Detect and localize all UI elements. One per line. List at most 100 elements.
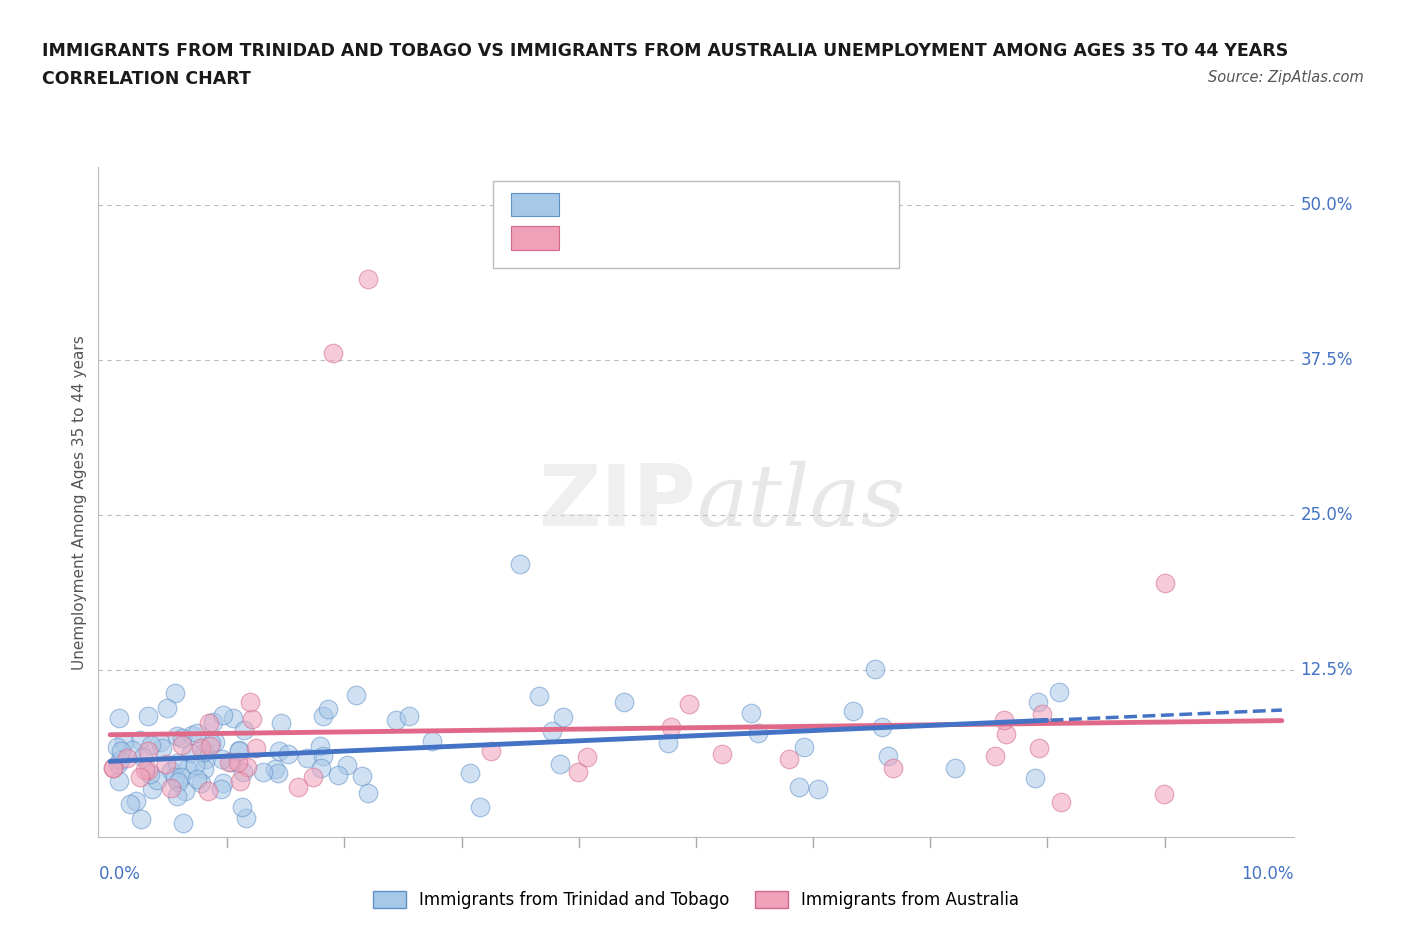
Point bbox=[228, 774, 250, 789]
Point bbox=[160, 764, 183, 778]
Point bbox=[160, 781, 183, 796]
Point bbox=[468, 799, 491, 814]
Text: 12.5%: 12.5% bbox=[1301, 660, 1353, 679]
Point bbox=[877, 748, 900, 763]
Point bbox=[420, 734, 443, 749]
Point bbox=[108, 711, 131, 725]
Text: N = 42: N = 42 bbox=[749, 229, 813, 246]
Point bbox=[190, 776, 212, 790]
Point bbox=[200, 736, 222, 751]
Point bbox=[219, 754, 242, 769]
Point bbox=[240, 712, 263, 727]
Point bbox=[149, 735, 172, 750]
Point bbox=[1049, 795, 1071, 810]
Point bbox=[350, 768, 373, 783]
Point bbox=[201, 715, 224, 730]
Point bbox=[172, 731, 194, 746]
Point bbox=[156, 701, 179, 716]
Point bbox=[228, 744, 250, 759]
Point bbox=[176, 762, 198, 777]
Point bbox=[112, 735, 135, 750]
Point bbox=[134, 763, 156, 777]
Point bbox=[335, 758, 357, 773]
Point bbox=[527, 689, 550, 704]
Point bbox=[548, 756, 571, 771]
Point bbox=[211, 776, 233, 790]
Text: 0.0%: 0.0% bbox=[98, 865, 141, 883]
Point bbox=[110, 744, 132, 759]
Point bbox=[180, 727, 202, 742]
Text: ZIP: ZIP bbox=[538, 460, 696, 544]
Point bbox=[277, 747, 299, 762]
Point bbox=[186, 771, 208, 786]
Point bbox=[245, 740, 267, 755]
Point bbox=[882, 760, 904, 775]
Text: R = 0.228: R = 0.228 bbox=[582, 195, 666, 213]
Point bbox=[118, 797, 141, 812]
Point bbox=[747, 726, 769, 741]
Point bbox=[309, 738, 332, 753]
Point bbox=[236, 760, 259, 775]
Text: R = 0.230: R = 0.230 bbox=[582, 229, 666, 246]
Point bbox=[1028, 740, 1050, 755]
Point bbox=[357, 272, 380, 286]
Point bbox=[105, 740, 128, 755]
Point bbox=[138, 709, 160, 724]
Point bbox=[131, 812, 153, 827]
Point bbox=[316, 702, 339, 717]
Point bbox=[198, 738, 221, 753]
Point bbox=[239, 695, 262, 710]
Point bbox=[479, 743, 502, 758]
Text: 10.0%: 10.0% bbox=[1241, 865, 1294, 883]
Point bbox=[269, 744, 291, 759]
Point bbox=[166, 789, 188, 804]
Point bbox=[1024, 770, 1046, 785]
Point bbox=[174, 784, 197, 799]
Point bbox=[186, 725, 208, 740]
Point bbox=[198, 715, 221, 730]
Point bbox=[150, 740, 173, 755]
Point bbox=[231, 800, 253, 815]
Point bbox=[235, 810, 257, 825]
Point bbox=[170, 769, 193, 784]
Point bbox=[115, 751, 138, 765]
Point bbox=[983, 749, 1005, 764]
Point bbox=[121, 743, 143, 758]
Point bbox=[657, 736, 679, 751]
Point bbox=[221, 711, 243, 725]
Point bbox=[863, 661, 886, 676]
Text: N = 99: N = 99 bbox=[749, 195, 813, 213]
Point bbox=[166, 755, 188, 770]
Point bbox=[166, 728, 188, 743]
Point bbox=[138, 743, 160, 758]
Point bbox=[328, 767, 350, 782]
Point bbox=[807, 781, 830, 796]
Point bbox=[458, 765, 481, 780]
Point bbox=[398, 709, 420, 724]
Point bbox=[678, 697, 700, 711]
Point bbox=[252, 764, 274, 779]
Point bbox=[101, 761, 124, 776]
Point bbox=[197, 783, 219, 798]
Point bbox=[209, 781, 232, 796]
Point bbox=[172, 816, 194, 830]
Point bbox=[1026, 695, 1049, 710]
Point bbox=[322, 346, 344, 361]
Point bbox=[125, 793, 148, 808]
Point bbox=[193, 762, 215, 777]
Point bbox=[553, 710, 575, 724]
Point bbox=[108, 752, 131, 767]
Point bbox=[103, 761, 125, 776]
Y-axis label: Unemployment Among Ages 35 to 44 years: Unemployment Among Ages 35 to 44 years bbox=[72, 335, 87, 670]
Point bbox=[842, 703, 865, 718]
Point bbox=[204, 734, 226, 749]
Point bbox=[302, 769, 325, 784]
Point bbox=[228, 754, 250, 769]
Point bbox=[778, 751, 800, 766]
Point bbox=[128, 732, 150, 747]
Point bbox=[870, 719, 893, 734]
Text: IMMIGRANTS FROM TRINIDAD AND TOBAGO VS IMMIGRANTS FROM AUSTRALIA UNEMPLOYMENT AM: IMMIGRANTS FROM TRINIDAD AND TOBAGO VS I… bbox=[42, 42, 1288, 60]
Point bbox=[787, 779, 810, 794]
Point bbox=[575, 750, 598, 764]
Point bbox=[264, 761, 287, 776]
